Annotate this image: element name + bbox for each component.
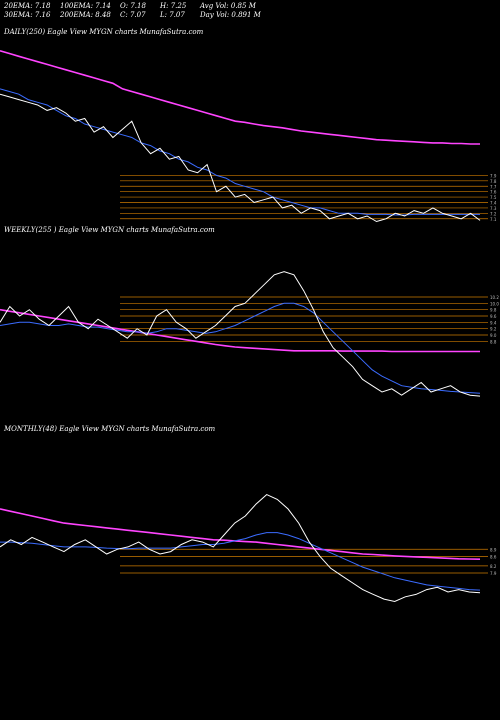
daily-series-0 <box>0 93 481 223</box>
monthly-level-label: 7.9 <box>490 571 497 576</box>
daily-level-label: 7.7 <box>490 184 497 189</box>
daily-level-label: 7.9 <box>490 173 497 178</box>
weekly-panel-title: WEEKLY(255 ) Eagle View MYGN charts Muna… <box>4 226 215 234</box>
daily-level-label: 7.2 <box>490 211 497 216</box>
close-label: C: 7.07 <box>120 11 146 19</box>
weekly-level-label: 9.6 <box>490 314 497 319</box>
avg-volume-label: Avg Vol: 0.85 M <box>200 2 256 10</box>
weekly-level-label: 10.0 <box>490 301 499 306</box>
monthly-level-label: 8.6 <box>490 554 497 559</box>
daily-level-label: 7.5 <box>490 195 497 200</box>
ema100-label: 100EMA: 7.14 <box>60 2 111 10</box>
monthly-series-1 <box>0 532 481 591</box>
weekly-level-label: 9.0 <box>490 333 497 338</box>
daily-level-label: 7.1 <box>490 217 497 222</box>
weekly-series-0 <box>0 271 481 397</box>
daily-panel-title: DAILY(250) Eagle View MYGN charts Munafa… <box>4 28 204 36</box>
ema20-label: 20EMA: 7.18 <box>4 2 51 10</box>
ema30-label: 30EMA: 7.16 <box>4 11 51 19</box>
daily-level-label: 7.6 <box>490 190 497 195</box>
low-label: L: 7.07 <box>160 11 185 19</box>
daily-level-label: 7.4 <box>490 201 497 206</box>
weekly-series-2 <box>0 308 480 353</box>
daily-level-label: 7.3 <box>490 206 497 211</box>
daily-series-2 <box>0 50 480 145</box>
high-label: H: 7.25 <box>160 2 187 10</box>
ema200-label: 200EMA: 8.48 <box>60 11 111 19</box>
monthly-series-2 <box>0 508 481 560</box>
open-label: O: 7.18 <box>120 2 146 10</box>
monthly-series-0 <box>0 494 481 603</box>
weekly-level-label: 9.8 <box>490 308 497 313</box>
day-volume-label: Day Vol: 0.891 M <box>200 11 261 19</box>
weekly-level-label: 8.8 <box>490 339 497 344</box>
weekly-series-1 <box>0 302 481 394</box>
monthly-level-label: 8.2 <box>490 564 497 569</box>
daily-level-label: 7.8 <box>490 179 497 184</box>
monthly-panel-title: MONTHLY(48) Eagle View MYGN charts Munaf… <box>4 425 216 433</box>
weekly-level-label: 10.2 <box>490 295 499 300</box>
weekly-level-label: 9.4 <box>490 320 497 325</box>
weekly-level-label: 9.2 <box>490 327 497 332</box>
monthly-level-label: 8.9 <box>490 547 497 552</box>
